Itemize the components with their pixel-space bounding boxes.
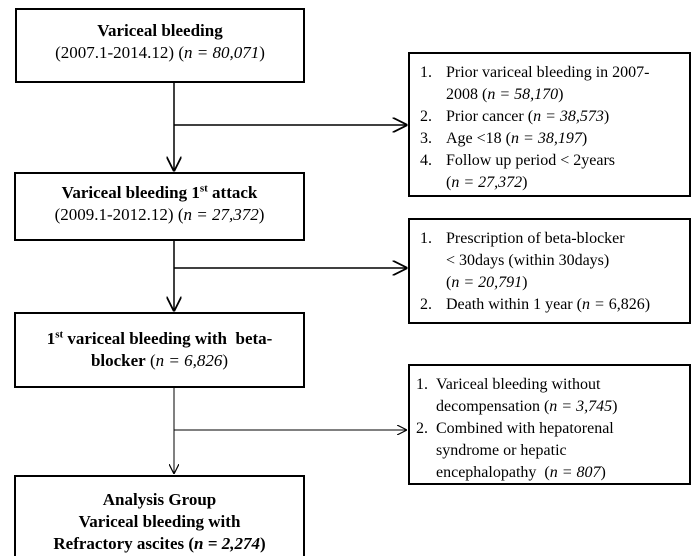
text: Death within 1 year ( bbox=[446, 296, 582, 313]
text: Age <18 ( bbox=[446, 130, 512, 147]
text: Combined with hepatorenal bbox=[436, 420, 614, 437]
text: Variceal bleeding bbox=[97, 21, 223, 40]
text: n = 2,274 bbox=[194, 534, 260, 553]
text: ) bbox=[522, 174, 528, 191]
text: 1. bbox=[420, 230, 432, 247]
text: st bbox=[199, 182, 208, 195]
text: Refractory ascites bbox=[53, 534, 185, 553]
text: Analysis Group bbox=[102, 490, 217, 509]
main-box: Variceal bleeding (2007.1-2014.12) (n = … bbox=[15, 8, 305, 83]
main-box: Variceal bleeding 1st attack (2009.1-201… bbox=[14, 172, 305, 241]
text: ) bbox=[259, 534, 266, 553]
exclusion-box: 1. Variceal bleeding without decompensati… bbox=[408, 364, 691, 485]
exclusion-box: 1. Prescription of beta-blocker < 30days … bbox=[408, 218, 691, 324]
text: attack bbox=[207, 183, 258, 202]
text: 1. bbox=[420, 64, 432, 81]
text: (2007.1-2014.12) ( bbox=[55, 43, 184, 62]
text: 2. bbox=[420, 108, 432, 125]
text: 2. bbox=[416, 420, 428, 437]
text: Prior cancer ( bbox=[446, 108, 534, 125]
text: syndrome or hepatic bbox=[436, 442, 567, 459]
text: n = 27,372 bbox=[183, 205, 259, 224]
text: ( bbox=[145, 351, 156, 370]
text: 2008 ( bbox=[446, 86, 488, 103]
text: ) bbox=[581, 130, 588, 147]
text: 4. bbox=[420, 152, 432, 169]
text: ) bbox=[558, 86, 564, 103]
text: n = 807 bbox=[549, 464, 601, 481]
text: encephalopathy ( bbox=[436, 464, 550, 481]
text: ) bbox=[259, 43, 265, 62]
text: Variceal bleeding with bbox=[78, 512, 241, 531]
text: blocker bbox=[90, 351, 146, 370]
text: st bbox=[55, 328, 64, 341]
exclusion-box: 1. Prior variceal bleeding in 2007- 2008 … bbox=[408, 52, 691, 197]
text: ( bbox=[446, 174, 452, 191]
text: n = 38,197 bbox=[511, 130, 582, 147]
text: ( bbox=[184, 534, 195, 553]
text: decompensation ( bbox=[436, 398, 550, 415]
text: n = 27,372 bbox=[451, 174, 523, 191]
text: Prior variceal bleeding in 2007- bbox=[446, 64, 650, 81]
text: Follow up period < 2years bbox=[446, 152, 615, 169]
text: Variceal bleeding 1 bbox=[61, 183, 200, 202]
text: variceal bleeding with beta- bbox=[63, 329, 273, 348]
text: n = 3,745 bbox=[549, 398, 613, 415]
text: (2009.1-2012.12) ( bbox=[54, 205, 184, 224]
text: ) bbox=[603, 108, 610, 125]
text: ) bbox=[222, 351, 229, 370]
text: ) bbox=[258, 205, 265, 224]
text: 6,826) bbox=[604, 296, 651, 313]
text: n = 58,170 bbox=[487, 86, 559, 103]
text: Prescription of beta-blocker bbox=[446, 230, 625, 247]
text: 1. bbox=[416, 376, 428, 393]
text: 3. bbox=[420, 130, 432, 147]
text: 1 bbox=[46, 329, 56, 348]
text: n = 80,071 bbox=[184, 43, 260, 62]
text: ) bbox=[522, 274, 528, 291]
text: Variceal bleeding without bbox=[436, 376, 601, 393]
text: 2. bbox=[420, 296, 432, 313]
text: n = 20,791 bbox=[451, 274, 523, 291]
text: ( bbox=[446, 274, 452, 291]
main-box: 1st variceal bleeding with beta- blocker… bbox=[14, 312, 305, 388]
text: ) bbox=[600, 464, 606, 481]
text: < 30days (within 30days) bbox=[446, 252, 610, 269]
main-box: Analysis Group Variceal bleeding with Re… bbox=[14, 475, 305, 556]
text: n = 6,826 bbox=[155, 351, 223, 370]
text: ) bbox=[612, 398, 618, 415]
text: n = 38,573 bbox=[533, 108, 604, 125]
text: n = bbox=[581, 296, 605, 313]
